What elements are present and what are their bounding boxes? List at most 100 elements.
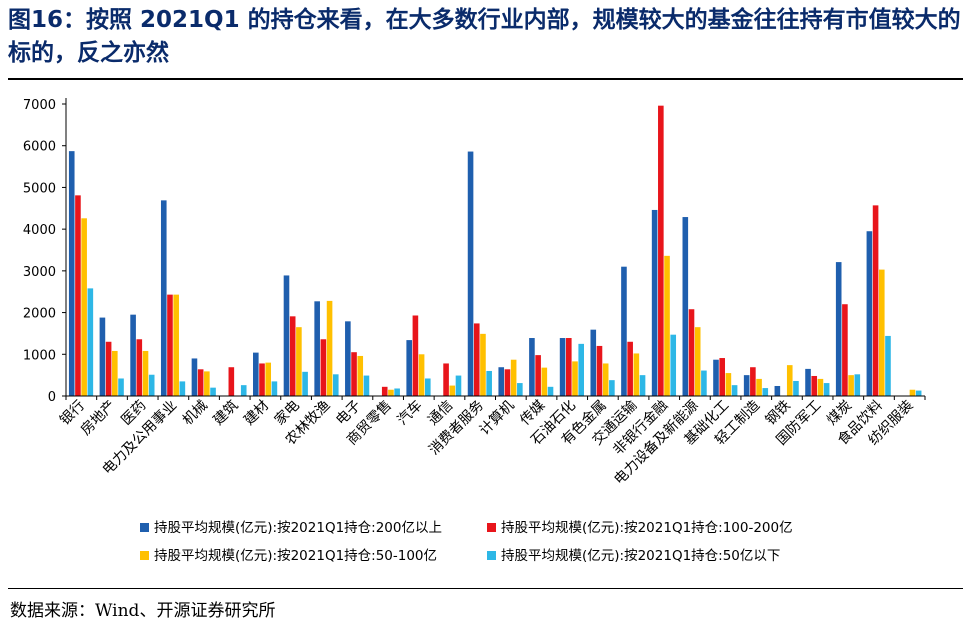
bar: [596, 345, 603, 396]
bar: [210, 387, 216, 396]
y-tick-label: 3000: [23, 265, 56, 280]
bar: [866, 231, 873, 396]
bar: [854, 374, 861, 396]
bar: [142, 350, 149, 396]
bar: [651, 209, 658, 396]
bar: [381, 386, 388, 396]
bar: [75, 195, 81, 396]
bar: [774, 385, 781, 396]
bar: [835, 262, 842, 396]
bar: [578, 343, 584, 396]
y-tick-label: 6000: [23, 140, 56, 155]
bar: [725, 373, 732, 396]
bar: [909, 389, 916, 396]
bar: [130, 314, 136, 396]
bar: [191, 358, 198, 396]
bar: [541, 367, 548, 396]
x-tick-label: 计算机: [477, 398, 518, 439]
bar: [750, 367, 756, 396]
bar: [504, 369, 511, 396]
y-tick-label: 5000: [23, 181, 56, 196]
bar: [517, 383, 523, 396]
legend-swatch: [487, 551, 496, 560]
bar: [805, 368, 811, 396]
bar: [547, 386, 554, 396]
bar: [682, 217, 689, 396]
y-tick-label: 7000: [23, 98, 56, 113]
bar: [320, 339, 327, 396]
bar: [486, 370, 492, 396]
bar: [498, 367, 505, 396]
bar: [253, 352, 259, 396]
bar: [351, 352, 357, 396]
bar: [314, 301, 320, 396]
bar: [793, 380, 799, 396]
source-divider: [8, 588, 963, 589]
bar: [265, 362, 272, 396]
bar: [332, 374, 339, 396]
bar: [160, 200, 167, 396]
bar: [136, 339, 143, 396]
bar: [848, 375, 854, 396]
bar: [118, 378, 124, 396]
bar: [731, 385, 738, 396]
bar: [240, 385, 247, 396]
bar: [357, 355, 364, 396]
bar: [694, 327, 701, 396]
bar: [535, 355, 541, 396]
bar: [559, 338, 566, 396]
bar: [510, 359, 517, 396]
bar-series-group: [68, 105, 922, 397]
bar: [590, 329, 597, 396]
bar: [173, 294, 179, 396]
legend-swatch: [140, 523, 149, 532]
bar: [345, 321, 351, 396]
x-tick-label: 建筑: [210, 398, 241, 429]
y-axis: 0 1000 2000 3000 4000 5000 6000 7000: [23, 98, 67, 405]
x-tick-label: 机械: [180, 398, 211, 429]
bar: [68, 151, 75, 396]
bar: [204, 371, 210, 396]
y-tick-label: 0: [48, 390, 56, 405]
bar: [271, 381, 278, 396]
bar: [743, 375, 750, 396]
bar: [449, 385, 456, 396]
bar: [915, 390, 922, 396]
bar: [842, 304, 848, 396]
title-divider: [8, 78, 963, 80]
y-tick-label: 4000: [23, 223, 56, 238]
bar: [179, 381, 186, 396]
bar: [572, 361, 578, 396]
bar: [406, 340, 412, 396]
x-tick-label: 汽车: [394, 397, 426, 429]
bar: [670, 334, 677, 396]
legend-swatch: [140, 551, 149, 560]
bar: [283, 275, 290, 396]
bar: [326, 300, 333, 396]
bar: [467, 151, 474, 396]
bar: [259, 363, 265, 396]
bar: [756, 378, 762, 396]
bar: [609, 380, 615, 396]
bar: [105, 341, 112, 396]
legend-label: 持股平均规模(亿元):按2021Q1持仓:50亿以下: [501, 548, 780, 564]
x-tick-label: 房地产: [78, 398, 119, 439]
chart-legend: 持股平均规模(亿元):按2021Q1持仓:200亿以上 持股平均规模(亿元):按2…: [140, 520, 793, 564]
bar: [658, 105, 664, 397]
bar: [425, 378, 431, 396]
bar: [602, 363, 609, 396]
bar: [296, 327, 302, 396]
bar: [639, 375, 646, 396]
bar: [148, 374, 155, 396]
legend-label: 持股平均规模(亿元):按2021Q1持仓:100-200亿: [501, 520, 793, 536]
bar: [302, 371, 308, 396]
bar: [627, 341, 633, 396]
bar: [394, 388, 400, 396]
bar: [878, 269, 885, 396]
bar: [112, 350, 118, 396]
bar: [701, 370, 707, 396]
bar: [823, 383, 830, 396]
bar: [719, 358, 725, 396]
